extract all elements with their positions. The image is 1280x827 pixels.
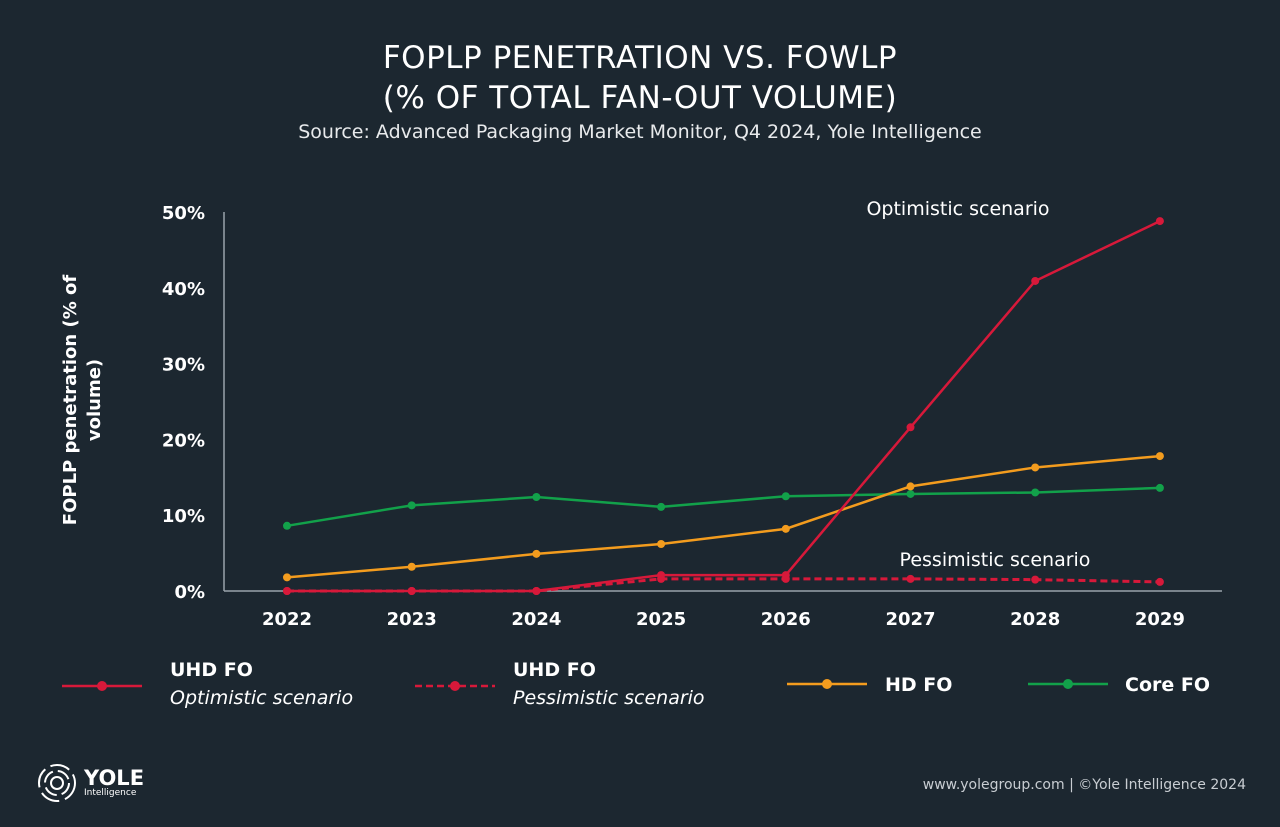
data-point — [781, 492, 790, 501]
data-point — [657, 502, 666, 511]
legend-swatch-marker — [1063, 679, 1073, 689]
data-point — [532, 587, 541, 595]
data-point — [283, 587, 291, 595]
x-tick-label: 2025 — [636, 609, 686, 630]
y-tick-label: 10% — [162, 506, 205, 527]
data-point — [283, 521, 291, 530]
data-point — [407, 562, 416, 571]
x-tick-label: 2028 — [1010, 609, 1060, 630]
annotation-pessimistic: Pessimistic scenario — [900, 549, 1091, 571]
x-tick-label: 2024 — [511, 609, 561, 630]
annotation-optimistic: Optimistic scenario — [866, 198, 1049, 220]
series-line-core-fo — [286, 486, 1160, 528]
x-tick-label: 2022 — [262, 609, 312, 630]
data-point — [781, 524, 790, 533]
series-line-uhd-fo-pessimistic — [287, 577, 1160, 593]
series-line-hd-fo — [286, 454, 1161, 579]
y-tick-label: 0% — [174, 582, 205, 603]
chart-title: FOPLP PENETRATION VS. FOWLP — [382, 40, 898, 76]
data-point — [1155, 577, 1164, 586]
yole-logo-icon — [38, 764, 76, 802]
legend-sublabel: Pessimistic scenario — [513, 687, 705, 709]
data-point — [1031, 488, 1040, 497]
legend-label: UHD FO — [513, 659, 596, 681]
legend-swatch-marker — [97, 681, 107, 691]
data-point — [283, 573, 291, 582]
data-point — [532, 549, 541, 558]
data-point — [407, 587, 416, 595]
data-point — [1031, 463, 1040, 472]
x-tick-label: 2023 — [387, 609, 437, 630]
chart-subtitle: Source: Advanced Packaging Market Monito… — [298, 121, 982, 143]
logo-sub: Intelligence — [84, 788, 137, 798]
data-point — [1031, 575, 1040, 584]
legend-swatch-marker — [450, 681, 460, 691]
footer-credit: www.yolegroup.com | ©Yole Intelligence 2… — [922, 777, 1246, 793]
data-point — [1031, 276, 1040, 285]
legend-label: HD FO — [885, 674, 952, 696]
y-axis-label: FOPLP penetration (% of volume) — [60, 275, 105, 526]
data-point — [906, 423, 915, 432]
data-point — [781, 571, 790, 580]
logo-name: YOLE — [84, 766, 145, 790]
legend-label: UHD FO — [170, 659, 253, 681]
chart-title-line2: (% OF TOTAL FAN-OUT VOLUME) — [382, 80, 898, 116]
legend-sublabel: Optimistic scenario — [170, 687, 353, 709]
x-tick-label: 2026 — [761, 609, 811, 630]
data-point — [1155, 483, 1164, 492]
legend-swatch-marker — [822, 679, 832, 689]
y-tick-label: 20% — [162, 430, 205, 451]
x-tick-label: 2027 — [885, 609, 935, 630]
y-tick-label: 50% — [162, 203, 205, 224]
legend-label: Core FO — [1125, 674, 1210, 696]
data-point — [657, 540, 666, 549]
data-point — [906, 482, 915, 491]
data-point — [532, 493, 541, 502]
data-point — [906, 574, 915, 583]
x-tick-label: 2029 — [1135, 609, 1185, 630]
data-point — [407, 501, 416, 510]
series-line-uhd-fo-optimistic — [287, 219, 1161, 593]
data-point — [906, 489, 915, 498]
data-point — [1155, 217, 1164, 226]
yole-logo: YOLE Intelligence — [36, 762, 144, 804]
data-point — [1155, 452, 1164, 461]
y-tick-label: 30% — [162, 355, 205, 376]
y-tick-label: 40% — [162, 279, 205, 300]
data-point — [657, 571, 666, 580]
